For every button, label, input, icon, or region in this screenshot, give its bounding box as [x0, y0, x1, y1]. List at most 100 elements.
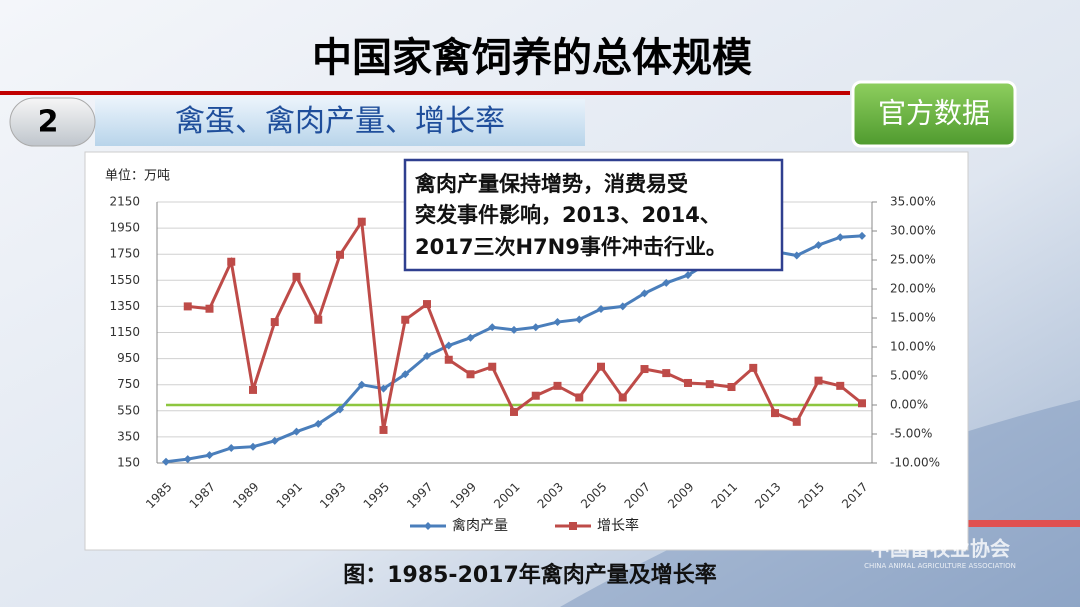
marker	[336, 405, 344, 414]
marker	[466, 333, 475, 342]
marker	[292, 272, 301, 281]
marker	[162, 457, 170, 466]
marker	[705, 380, 714, 389]
y-tick-label: 1750	[109, 247, 140, 261]
marker	[357, 217, 366, 226]
y2-tick-label: -5.00%	[890, 427, 932, 441]
y2-tick-label: 15.00%	[890, 311, 936, 325]
marker	[379, 425, 388, 434]
marker	[314, 315, 323, 324]
y-tick-label: 550	[117, 403, 140, 417]
marker	[444, 355, 453, 364]
y2-tick-label: 30.00%	[890, 224, 936, 238]
marker	[292, 427, 301, 436]
marker	[553, 381, 562, 390]
marker	[597, 362, 605, 371]
marker	[336, 250, 344, 259]
y2-tick-label: 0.00%	[890, 398, 928, 412]
marker	[814, 376, 823, 385]
marker	[640, 365, 649, 374]
annotation-line: 2017三次H7N9事件冲击行业。	[415, 235, 727, 259]
legend-label: 增长率	[597, 517, 639, 534]
marker	[618, 393, 627, 402]
badge[interactable]	[851, 80, 1017, 148]
marker	[662, 278, 671, 287]
marker	[488, 362, 497, 371]
section-number: 2	[38, 105, 59, 140]
marker	[379, 384, 388, 393]
marker	[401, 315, 410, 324]
marker	[423, 300, 431, 309]
y2-tick-label: 10.00%	[890, 340, 936, 354]
marker	[423, 351, 431, 360]
y2-tick-label: -10.00%	[890, 456, 940, 470]
marker	[858, 231, 866, 240]
y-tick-label: 1950	[109, 221, 140, 235]
marker	[466, 370, 475, 379]
marker	[836, 381, 845, 390]
marker	[531, 391, 540, 400]
marker	[510, 407, 518, 416]
divider	[0, 91, 850, 95]
marker	[227, 443, 236, 452]
y-tick-label: 950	[117, 351, 140, 365]
marker	[553, 318, 562, 327]
y-tick-label: 1150	[109, 325, 140, 339]
y2-tick-label: 35.00%	[890, 195, 936, 209]
badge-text[interactable]: 官方数据	[878, 97, 990, 130]
marker	[531, 323, 540, 332]
marker	[401, 370, 410, 379]
marker	[575, 393, 584, 402]
legend-marker	[569, 522, 577, 530]
marker	[727, 383, 736, 392]
marker	[314, 419, 323, 428]
marker	[444, 341, 453, 350]
marker	[749, 363, 758, 372]
y-axis-label: 单位：万吨	[105, 169, 170, 184]
marker	[488, 323, 497, 332]
y-tick-label: 1550	[109, 273, 140, 287]
y-tick-label: 1350	[109, 299, 140, 313]
marker	[597, 305, 605, 314]
marker	[662, 369, 671, 378]
marker	[270, 318, 279, 327]
marker	[249, 442, 257, 451]
logo-subtext: CHINA ANIMAL AGRICULTURE ASSOCIATION	[864, 562, 1016, 570]
marker	[771, 409, 779, 418]
marker	[183, 455, 192, 464]
marker	[205, 304, 214, 313]
marker	[684, 271, 692, 280]
y2-tick-label: 25.00%	[890, 253, 936, 267]
marker	[814, 241, 823, 250]
legend-label: 禽肉产量	[452, 517, 508, 534]
annotation-line: 突发事件影响，2013、2014、	[415, 203, 721, 227]
marker	[249, 385, 257, 394]
caption: 图：1985-2017年禽肉产量及增长率	[343, 562, 717, 588]
marker	[836, 233, 845, 242]
marker	[205, 451, 214, 460]
annotation-box	[403, 158, 784, 272]
marker	[227, 257, 236, 266]
section-pill	[9, 97, 96, 147]
logo-text: 中国畜牧业协会	[870, 537, 1010, 561]
marker	[183, 302, 192, 311]
marker	[510, 325, 518, 334]
y-tick-label: 350	[117, 429, 140, 443]
y-tick-label: 750	[117, 377, 140, 391]
marker	[858, 399, 866, 408]
slide-title: 中国家禽饲养的总体规模	[312, 35, 752, 81]
marker	[792, 417, 801, 426]
legend-marker	[424, 522, 432, 530]
section-banner	[95, 99, 585, 146]
decor-stripe	[968, 520, 1080, 527]
marker	[357, 380, 366, 389]
y-tick-label: 2150	[109, 195, 140, 209]
marker	[618, 302, 627, 311]
marker	[270, 436, 279, 445]
marker	[684, 378, 692, 387]
marker	[640, 289, 649, 298]
y2-tick-label: 5.00%	[890, 369, 928, 383]
marker	[792, 251, 801, 260]
y-tick-label: 150	[117, 456, 140, 470]
